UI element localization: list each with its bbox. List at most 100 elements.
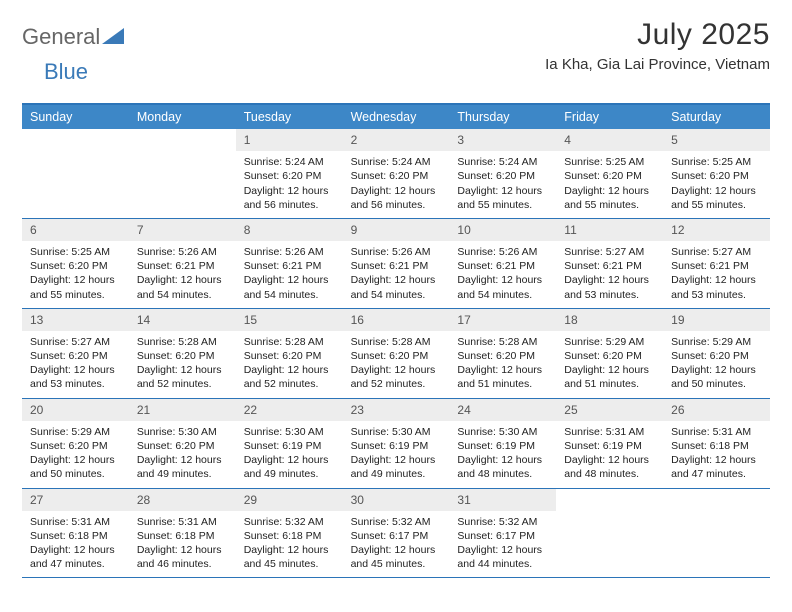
weekday-wed: Wednesday [343,105,450,129]
calendar-cell [556,489,663,579]
weekday-tue: Tuesday [236,105,343,129]
day-number: 19 [663,309,770,331]
weekday-mon: Monday [129,105,236,129]
calendar-cell: 16Sunrise: 5:28 AMSunset: 6:20 PMDayligh… [343,309,450,399]
calendar-cell: 18Sunrise: 5:29 AMSunset: 6:20 PMDayligh… [556,309,663,399]
calendar-cell: 31Sunrise: 5:32 AMSunset: 6:17 PMDayligh… [449,489,556,579]
calendar-cell: 20Sunrise: 5:29 AMSunset: 6:20 PMDayligh… [22,399,129,489]
day-info: Sunrise: 5:32 AMSunset: 6:17 PMDaylight:… [449,511,556,578]
day-info: Sunrise: 5:31 AMSunset: 6:19 PMDaylight:… [556,421,663,488]
day-number: 23 [343,399,450,421]
weekday-sat: Saturday [663,105,770,129]
day-info: Sunrise: 5:28 AMSunset: 6:20 PMDaylight:… [236,331,343,398]
day-number: 26 [663,399,770,421]
calendar-cell: 25Sunrise: 5:31 AMSunset: 6:19 PMDayligh… [556,399,663,489]
day-info: Sunrise: 5:30 AMSunset: 6:20 PMDaylight:… [129,421,236,488]
day-number: 16 [343,309,450,331]
day-number: 3 [449,129,556,151]
day-info: Sunrise: 5:26 AMSunset: 6:21 PMDaylight:… [343,241,450,308]
calendar-cell: 8Sunrise: 5:26 AMSunset: 6:21 PMDaylight… [236,219,343,309]
calendar-cell: 9Sunrise: 5:26 AMSunset: 6:21 PMDaylight… [343,219,450,309]
day-info: Sunrise: 5:32 AMSunset: 6:18 PMDaylight:… [236,511,343,578]
calendar-cell: 1Sunrise: 5:24 AMSunset: 6:20 PMDaylight… [236,129,343,219]
day-number: 25 [556,399,663,421]
calendar-cell: 19Sunrise: 5:29 AMSunset: 6:20 PMDayligh… [663,309,770,399]
day-info: Sunrise: 5:29 AMSunset: 6:20 PMDaylight:… [22,421,129,488]
calendar-cell: 4Sunrise: 5:25 AMSunset: 6:20 PMDaylight… [556,129,663,219]
day-info: Sunrise: 5:30 AMSunset: 6:19 PMDaylight:… [236,421,343,488]
calendar-cell: 2Sunrise: 5:24 AMSunset: 6:20 PMDaylight… [343,129,450,219]
day-number: 14 [129,309,236,331]
calendar-cell: 21Sunrise: 5:30 AMSunset: 6:20 PMDayligh… [129,399,236,489]
calendar-cell [663,489,770,579]
calendar-cell: 12Sunrise: 5:27 AMSunset: 6:21 PMDayligh… [663,219,770,309]
day-info: Sunrise: 5:25 AMSunset: 6:20 PMDaylight:… [663,151,770,218]
day-info: Sunrise: 5:27 AMSunset: 6:21 PMDaylight:… [663,241,770,308]
day-info: Sunrise: 5:25 AMSunset: 6:20 PMDaylight:… [22,241,129,308]
calendar-cell: 17Sunrise: 5:28 AMSunset: 6:20 PMDayligh… [449,309,556,399]
day-info: Sunrise: 5:28 AMSunset: 6:20 PMDaylight:… [343,331,450,398]
day-number: 6 [22,219,129,241]
day-info: Sunrise: 5:26 AMSunset: 6:21 PMDaylight:… [449,241,556,308]
day-number: 4 [556,129,663,151]
logo-text-blue: Blue [44,59,88,85]
location-text: Ia Kha, Gia Lai Province, Vietnam [545,56,770,73]
calendar-cell: 26Sunrise: 5:31 AMSunset: 6:18 PMDayligh… [663,399,770,489]
day-number: 1 [236,129,343,151]
day-info: Sunrise: 5:24 AMSunset: 6:20 PMDaylight:… [343,151,450,218]
day-info: Sunrise: 5:31 AMSunset: 6:18 PMDaylight:… [129,511,236,578]
day-number: 2 [343,129,450,151]
weekday-thu: Thursday [449,105,556,129]
day-number: 12 [663,219,770,241]
day-number: 15 [236,309,343,331]
calendar-cell: 14Sunrise: 5:28 AMSunset: 6:20 PMDayligh… [129,309,236,399]
day-info: Sunrise: 5:31 AMSunset: 6:18 PMDaylight:… [22,511,129,578]
calendar-cell [22,129,129,219]
calendar-cell [129,129,236,219]
day-info: Sunrise: 5:32 AMSunset: 6:17 PMDaylight:… [343,511,450,578]
day-number: 18 [556,309,663,331]
page-title: July 2025 [545,18,770,52]
calendar-cell: 30Sunrise: 5:32 AMSunset: 6:17 PMDayligh… [343,489,450,579]
calendar-cell: 15Sunrise: 5:28 AMSunset: 6:20 PMDayligh… [236,309,343,399]
day-info: Sunrise: 5:24 AMSunset: 6:20 PMDaylight:… [236,151,343,218]
calendar-cell: 5Sunrise: 5:25 AMSunset: 6:20 PMDaylight… [663,129,770,219]
day-number: 28 [129,489,236,511]
day-number: 27 [22,489,129,511]
day-info: Sunrise: 5:31 AMSunset: 6:18 PMDaylight:… [663,421,770,488]
calendar: Sunday Monday Tuesday Wednesday Thursday… [22,103,770,578]
day-number: 7 [129,219,236,241]
day-number: 21 [129,399,236,421]
day-info: Sunrise: 5:25 AMSunset: 6:20 PMDaylight:… [556,151,663,218]
day-number: 22 [236,399,343,421]
calendar-cell: 29Sunrise: 5:32 AMSunset: 6:18 PMDayligh… [236,489,343,579]
day-number: 30 [343,489,450,511]
weekday-header: Sunday Monday Tuesday Wednesday Thursday… [22,105,770,129]
day-info: Sunrise: 5:29 AMSunset: 6:20 PMDaylight:… [663,331,770,398]
day-number: 11 [556,219,663,241]
day-number: 29 [236,489,343,511]
day-number: 24 [449,399,556,421]
calendar-cell: 7Sunrise: 5:26 AMSunset: 6:21 PMDaylight… [129,219,236,309]
day-info: Sunrise: 5:26 AMSunset: 6:21 PMDaylight:… [236,241,343,308]
day-info: Sunrise: 5:27 AMSunset: 6:21 PMDaylight:… [556,241,663,308]
title-block: July 2025 Ia Kha, Gia Lai Province, Viet… [545,18,770,73]
calendar-cell: 22Sunrise: 5:30 AMSunset: 6:19 PMDayligh… [236,399,343,489]
day-number: 5 [663,129,770,151]
day-info: Sunrise: 5:29 AMSunset: 6:20 PMDaylight:… [556,331,663,398]
day-number: 9 [343,219,450,241]
calendar-cell: 24Sunrise: 5:30 AMSunset: 6:19 PMDayligh… [449,399,556,489]
weekday-sun: Sunday [22,105,129,129]
day-info: Sunrise: 5:28 AMSunset: 6:20 PMDaylight:… [129,331,236,398]
calendar-cell: 28Sunrise: 5:31 AMSunset: 6:18 PMDayligh… [129,489,236,579]
logo: General [22,18,104,50]
calendar-cell: 10Sunrise: 5:26 AMSunset: 6:21 PMDayligh… [449,219,556,309]
day-info: Sunrise: 5:27 AMSunset: 6:20 PMDaylight:… [22,331,129,398]
day-info: Sunrise: 5:30 AMSunset: 6:19 PMDaylight:… [343,421,450,488]
logo-triangle-icon [102,24,124,50]
calendar-cell: 11Sunrise: 5:27 AMSunset: 6:21 PMDayligh… [556,219,663,309]
day-number: 13 [22,309,129,331]
calendar-cell: 23Sunrise: 5:30 AMSunset: 6:19 PMDayligh… [343,399,450,489]
day-number: 20 [22,399,129,421]
calendar-cell: 3Sunrise: 5:24 AMSunset: 6:20 PMDaylight… [449,129,556,219]
